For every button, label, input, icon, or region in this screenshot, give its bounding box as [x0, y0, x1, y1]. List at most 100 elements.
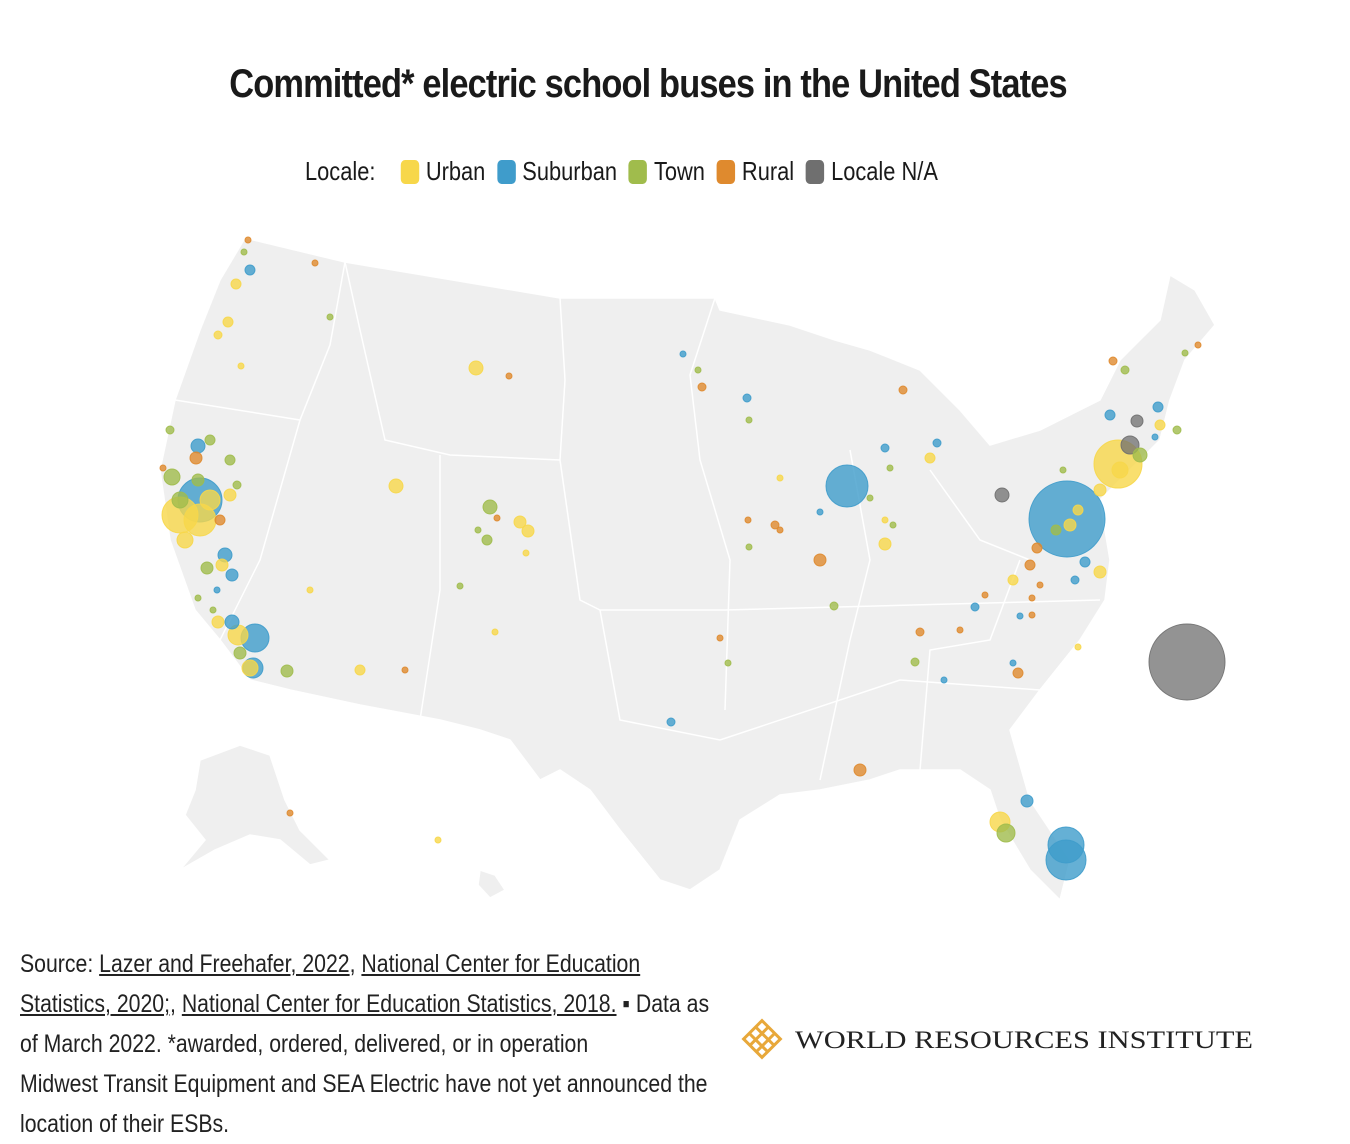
legend: Locale: Urban Suburban Town Rural Locale N/A	[305, 156, 950, 187]
bubble	[434, 836, 442, 844]
bubble	[214, 514, 226, 526]
hawaii	[477, 869, 507, 899]
source-text: Source:	[20, 950, 100, 978]
bubble	[482, 499, 498, 515]
state-borders	[174, 261, 1101, 781]
bubble	[679, 350, 687, 358]
source-text: ▪ Data as of March 2022. *awarded, order…	[20, 990, 710, 1058]
bubble	[1072, 504, 1084, 516]
legend-swatch	[497, 159, 516, 184]
bubble	[1070, 575, 1080, 585]
bubble	[191, 473, 205, 487]
bubble	[1079, 556, 1091, 568]
bubble	[354, 664, 366, 676]
bubble	[1130, 414, 1144, 428]
legend-text: Locale N/A	[831, 156, 938, 186]
bubble	[326, 313, 334, 321]
bubble	[996, 823, 1016, 843]
bubble	[924, 452, 936, 464]
bubble	[1059, 466, 1067, 474]
bubble	[222, 316, 234, 328]
source-note: Midwest Transit Equipment and SEA Electr…	[20, 1070, 708, 1138]
bubble	[401, 666, 409, 674]
legend-swatch	[805, 159, 825, 184]
bubble	[491, 628, 499, 636]
source-link[interactable]: Lazer and Freehafer, 2022	[99, 950, 350, 978]
legend-item: Town	[628, 156, 705, 187]
bubble	[213, 586, 221, 594]
bubble	[224, 454, 236, 466]
legend-item: Locale N/A	[805, 156, 938, 187]
logo-mark	[741, 1018, 783, 1060]
bubble	[199, 489, 221, 511]
bubble	[241, 659, 259, 677]
bubble	[1151, 433, 1159, 441]
bubble	[456, 582, 464, 590]
bubble	[940, 676, 948, 684]
bubble	[1074, 643, 1082, 651]
bubble	[215, 558, 229, 572]
logo-text: WORLD RESOURCES INSTITUTE	[795, 1027, 1253, 1054]
bubble	[770, 520, 780, 530]
bubble	[306, 586, 314, 594]
legend-swatch	[716, 159, 736, 184]
bubble	[1104, 409, 1116, 421]
bubble	[513, 515, 527, 529]
bubble	[224, 614, 240, 630]
bubble	[1028, 594, 1036, 602]
bubble	[237, 362, 245, 370]
bubble	[1132, 447, 1148, 463]
bubble	[1120, 435, 1140, 455]
bubble	[1152, 401, 1164, 413]
source-text: ,	[349, 950, 362, 978]
bubble	[522, 549, 530, 557]
bubble	[176, 531, 194, 549]
bubble	[474, 526, 482, 534]
source-link[interactable]: National Center for Education Statistics…	[181, 990, 617, 1018]
bubble	[880, 443, 890, 453]
legend-label: Locale:	[305, 156, 376, 186]
bubble	[915, 627, 925, 637]
bubble	[745, 543, 753, 551]
alaska	[179, 744, 332, 871]
map	[159, 236, 1226, 902]
bubble	[1120, 365, 1130, 375]
legend-text: Urban	[425, 156, 486, 186]
bubble	[970, 602, 980, 612]
bubble	[200, 561, 214, 575]
bubble	[481, 534, 493, 546]
legend-text: Suburban	[522, 156, 618, 186]
bubble	[745, 416, 753, 424]
bubble	[521, 524, 535, 538]
bubble	[230, 278, 242, 290]
bubble	[223, 488, 237, 502]
bubble	[910, 657, 920, 667]
bubble	[1020, 794, 1034, 808]
bubble	[505, 372, 513, 380]
legend-item: Urban	[400, 156, 486, 187]
bubble	[724, 659, 732, 667]
bubble	[994, 487, 1010, 503]
bubble	[666, 717, 676, 727]
bubble	[1024, 559, 1036, 571]
bubble	[225, 568, 239, 582]
source-link[interactable]: National Center for Education Statistics…	[20, 950, 641, 1018]
bubble	[716, 634, 724, 642]
bubble	[1036, 581, 1044, 589]
bubble	[213, 330, 223, 340]
bubble	[776, 474, 784, 482]
bubbles	[159, 236, 1226, 881]
bubble	[1093, 483, 1107, 497]
bubble	[932, 438, 942, 448]
bubble	[493, 514, 501, 522]
bubble	[280, 664, 294, 678]
bubble	[1108, 356, 1118, 366]
source: Source: Lazer and Freehafer, 2022, Natio…	[20, 944, 726, 1144]
bubble	[744, 516, 752, 524]
bubble	[1045, 839, 1087, 881]
bubble	[311, 259, 319, 267]
bubble	[898, 385, 908, 395]
bubble	[1009, 659, 1017, 667]
bubble	[388, 478, 404, 494]
